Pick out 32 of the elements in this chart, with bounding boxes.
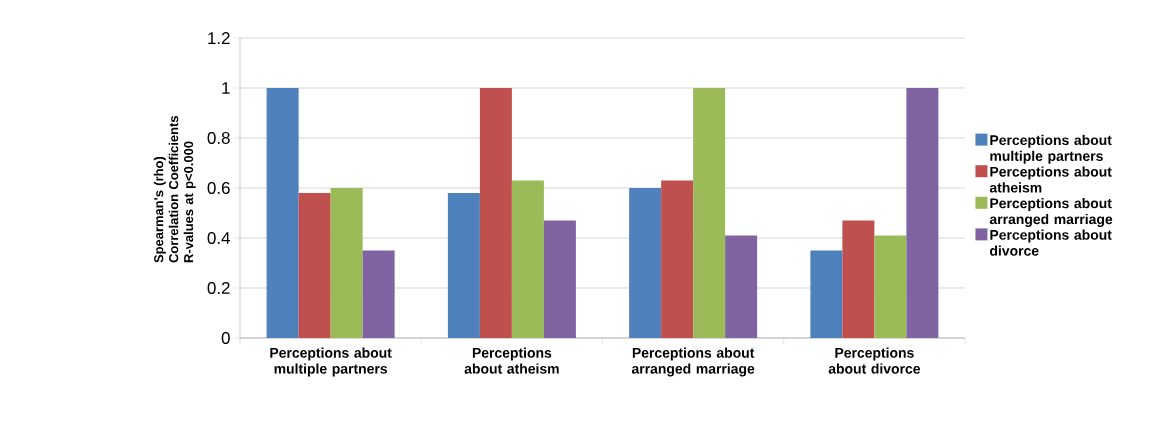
y-tick-label: 1.2	[208, 32, 230, 44]
y-tick-label: 0.4	[207, 232, 230, 244]
bar	[842, 220, 875, 338]
bar	[906, 88, 939, 338]
y-tick-label: 1	[222, 82, 230, 94]
legend-label: Perceptions about arranged marriage	[989, 197, 1113, 227]
bar	[874, 235, 907, 338]
bar	[543, 220, 576, 338]
y-tick-label: 0.6	[207, 182, 230, 194]
bar	[511, 180, 544, 338]
bar	[330, 188, 363, 338]
y-axis-title: Spearman's (rho) Correlation Coefficients R-values at p<0.000	[153, 116, 196, 263]
x-tick-label: Perceptions about divorce	[828, 347, 921, 374]
legend-label: Perceptions about divorce	[990, 229, 1112, 256]
bar	[629, 188, 662, 338]
y-tick-label: 0.8	[207, 132, 230, 144]
legend-label: Perceptions about multiple partners	[990, 134, 1112, 164]
bar	[661, 180, 694, 338]
bar	[810, 250, 843, 338]
bar	[725, 235, 758, 338]
bar	[479, 88, 512, 338]
bar	[266, 88, 299, 338]
y-tick-label: 0.2	[207, 282, 230, 294]
y-tick-label: 0	[221, 332, 230, 344]
x-tick-label: Perceptions about multiple partners	[270, 347, 392, 377]
bar	[693, 88, 726, 338]
bar	[447, 193, 480, 338]
bar	[298, 193, 331, 338]
x-tick-label: Perceptions about arranged marriage	[631, 347, 755, 377]
bar	[362, 250, 395, 338]
legend-label: Perceptions about atheism	[989, 166, 1112, 193]
x-tick-label: Perceptions about atheism	[464, 347, 559, 374]
